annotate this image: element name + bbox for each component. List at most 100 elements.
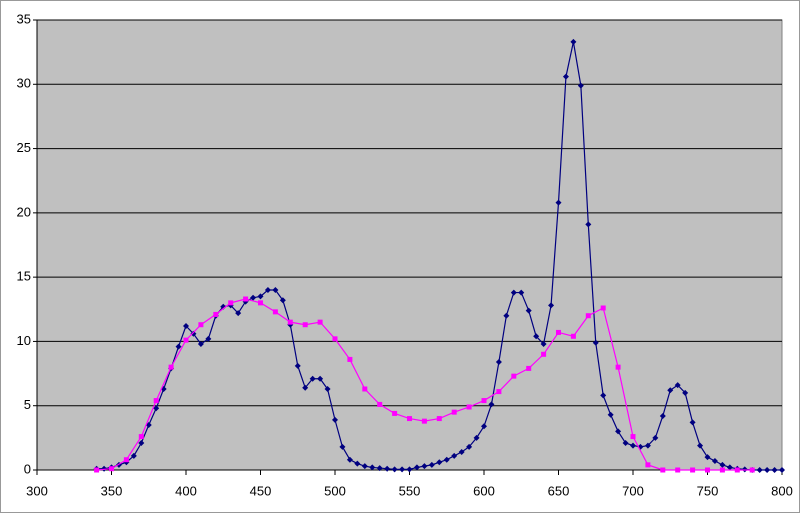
marker <box>302 384 309 391</box>
marker <box>421 418 427 424</box>
marker <box>294 362 301 369</box>
marker <box>339 443 346 450</box>
marker <box>518 289 525 296</box>
marker <box>138 434 144 440</box>
marker <box>741 466 748 473</box>
marker <box>675 467 681 473</box>
marker <box>443 456 450 463</box>
marker <box>392 410 398 416</box>
marker <box>749 467 755 473</box>
marker <box>369 464 376 471</box>
marker <box>541 351 547 357</box>
marker <box>332 336 338 342</box>
marker <box>674 382 681 389</box>
marker <box>503 312 510 319</box>
marker <box>577 82 584 89</box>
x-tick-label: 550 <box>399 483 421 498</box>
marker <box>592 339 599 346</box>
marker <box>205 335 212 342</box>
marker <box>153 398 159 404</box>
marker <box>615 364 621 370</box>
x-tick-label: 600 <box>473 483 495 498</box>
marker <box>711 458 718 464</box>
marker <box>354 460 361 467</box>
y-tick-label: 0 <box>24 461 31 476</box>
marker <box>555 199 562 206</box>
y-tick-label: 30 <box>17 76 31 91</box>
marker <box>488 401 495 408</box>
marker <box>585 313 591 319</box>
marker <box>377 401 383 407</box>
marker <box>585 221 592 228</box>
plot-area <box>36 19 783 471</box>
marker <box>458 449 465 455</box>
marker <box>705 467 710 473</box>
marker <box>719 467 725 473</box>
y-tick-label: 25 <box>17 140 31 155</box>
marker <box>764 467 771 473</box>
marker <box>235 310 242 317</box>
marker <box>406 466 413 473</box>
marker <box>198 322 204 328</box>
x-tick-label: 700 <box>622 483 644 498</box>
marker <box>570 333 576 339</box>
marker <box>94 467 100 473</box>
marker <box>556 329 561 335</box>
marker <box>436 459 443 466</box>
marker <box>756 467 763 473</box>
marker <box>332 416 338 423</box>
marker <box>779 467 785 473</box>
marker <box>302 322 308 328</box>
marker <box>279 297 286 304</box>
marker <box>540 341 547 347</box>
marker <box>138 440 145 446</box>
marker <box>466 404 472 410</box>
marker <box>362 386 368 392</box>
marker <box>123 457 129 463</box>
marker <box>630 434 636 440</box>
x-tick-label: 500 <box>324 483 346 498</box>
marker <box>719 461 726 468</box>
marker <box>771 467 778 473</box>
marker <box>264 287 271 293</box>
marker <box>466 443 473 450</box>
y-tick-label: 5 <box>24 397 31 412</box>
marker <box>652 434 659 441</box>
marker <box>257 293 264 300</box>
marker <box>287 319 293 325</box>
marker <box>421 463 428 470</box>
marker <box>704 454 711 461</box>
marker <box>526 365 532 371</box>
marker <box>399 466 406 473</box>
y-tick-label: 10 <box>17 333 31 348</box>
marker <box>428 461 435 468</box>
marker <box>630 442 636 449</box>
marker <box>734 467 740 473</box>
marker <box>682 389 689 396</box>
marker <box>481 398 487 404</box>
marker <box>272 287 279 293</box>
marker <box>213 311 219 317</box>
marker <box>660 467 666 473</box>
marker <box>644 442 651 449</box>
marker <box>473 434 480 441</box>
marker <box>175 343 182 350</box>
marker <box>109 466 114 472</box>
marker <box>250 294 257 301</box>
marker <box>645 462 651 468</box>
marker <box>726 464 733 471</box>
marker <box>659 413 666 419</box>
marker <box>525 307 532 314</box>
marker <box>510 289 517 296</box>
x-tick-label: 300 <box>26 483 48 498</box>
marker <box>346 456 353 463</box>
marker <box>258 300 263 306</box>
x-tick-label: 400 <box>175 483 197 498</box>
marker <box>317 375 324 382</box>
marker <box>197 341 204 347</box>
marker <box>689 419 696 426</box>
marker <box>190 330 197 337</box>
marker <box>324 386 331 392</box>
